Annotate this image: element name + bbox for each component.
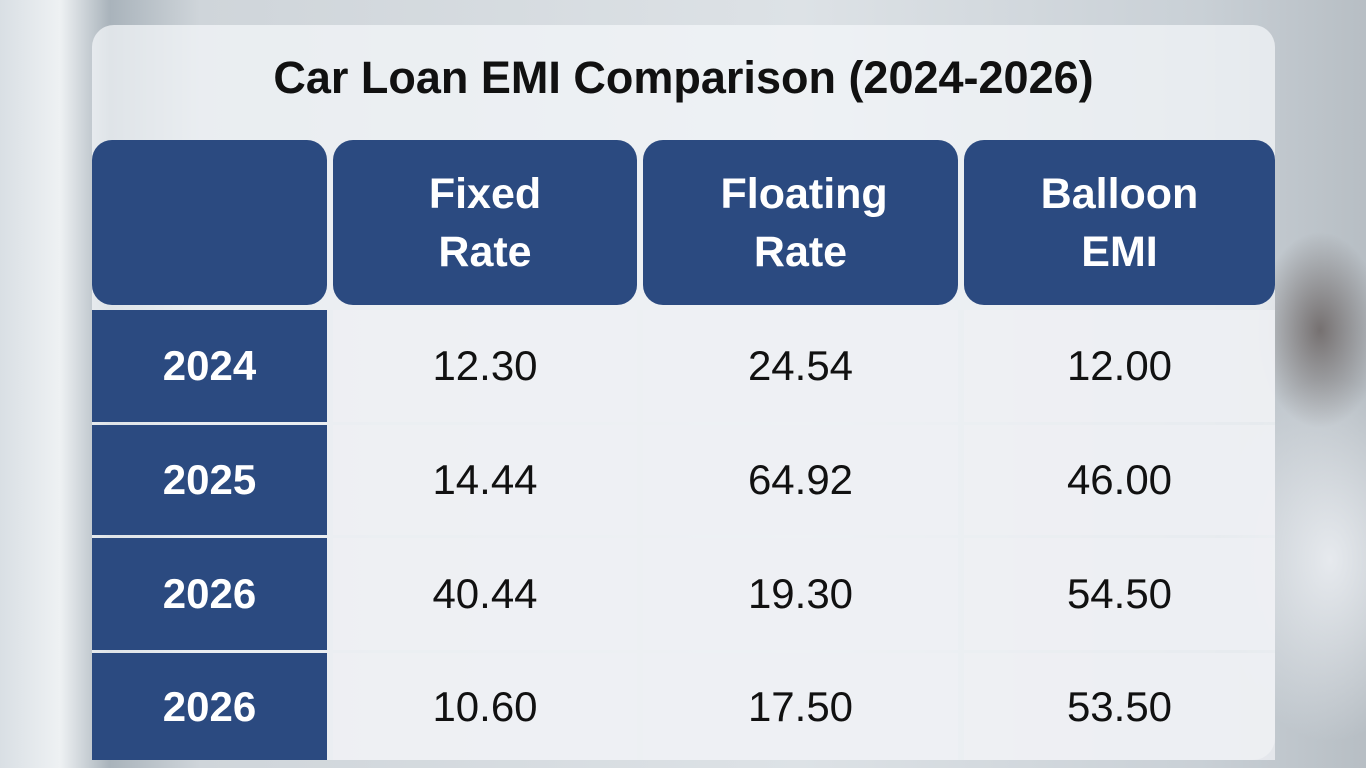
- column-header: Floating Rate: [643, 140, 958, 305]
- value-cell-text: 53.50: [1066, 682, 1173, 730]
- value-cell: 10.60: [333, 653, 637, 760]
- value-cell: 12.00: [964, 310, 1275, 422]
- value-cell: 40.44: [333, 538, 637, 650]
- row-header-text: 2026: [162, 570, 257, 617]
- column-header-text: Balloon EMI: [1040, 169, 1199, 276]
- value-cell-text: 46.00: [1066, 456, 1173, 503]
- row-header: 2026: [92, 653, 327, 760]
- value-cell-text: 64.92: [747, 456, 854, 503]
- row-header: 2026: [92, 538, 327, 650]
- value-cell-text: 40.44: [432, 570, 538, 617]
- value-cell-text: 12.30: [432, 342, 538, 389]
- value-cell: 46.00: [964, 425, 1275, 535]
- value-cell: 19.30: [643, 538, 958, 650]
- column-header-text: Fixed Rate: [428, 169, 542, 276]
- value-cell-text: 14.44: [432, 456, 538, 503]
- value-cell: 53.50: [964, 653, 1275, 760]
- value-cell: 17.50: [643, 653, 958, 760]
- row-header-text: 2026: [162, 682, 257, 730]
- value-cell: 14.44: [333, 425, 637, 535]
- corner-cell: [92, 140, 327, 305]
- value-cell-text: 12.00: [1066, 342, 1173, 389]
- value-cell-text: 24.54: [747, 342, 854, 389]
- value-cell-text: 19.30: [747, 570, 854, 617]
- value-cell: 24.54: [643, 310, 958, 422]
- column-header-text: Floating Rate: [720, 169, 888, 276]
- value-cell: 12.30: [333, 310, 637, 422]
- title: Car Loan EMI Comparison (2024-2026): [273, 52, 1094, 103]
- value-cell-text: 54.50: [1066, 570, 1173, 617]
- row-header: 2025: [92, 425, 327, 535]
- value-cell-text: 10.60: [432, 682, 538, 730]
- value-cell-text: 17.50: [747, 682, 854, 730]
- value-cell: 54.50: [964, 538, 1275, 650]
- row-header-text: 2025: [162, 456, 257, 503]
- row-header: 2024: [92, 310, 327, 422]
- column-header: Fixed Rate: [333, 140, 637, 305]
- value-cell: 64.92: [643, 425, 958, 535]
- row-header-text: 2024: [162, 342, 257, 389]
- column-header: Balloon EMI: [964, 140, 1275, 305]
